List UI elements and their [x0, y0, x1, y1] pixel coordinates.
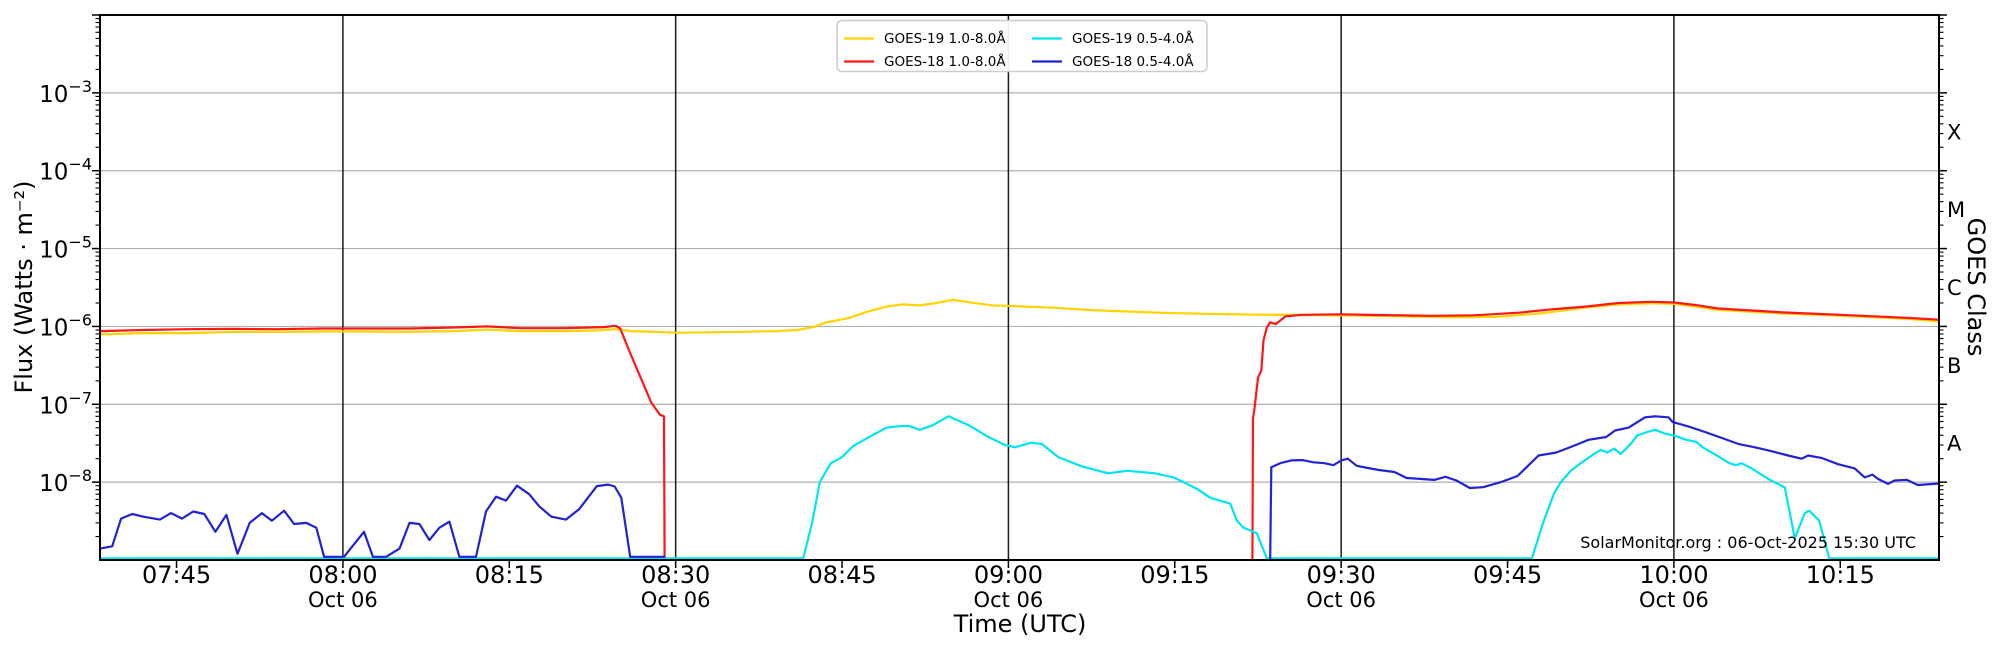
decade-gridlines: [100, 92, 1939, 483]
plot-frame: [99, 14, 1940, 561]
series-line-goes-19-0-5-4-0-: [98, 415, 1941, 560]
goes-class-label-b: B: [1947, 354, 1961, 378]
x-tick-label: 08:30: [641, 561, 710, 589]
x-tick-label: 09:00: [974, 561, 1043, 589]
legend-label: GOES-19 0.5-4.0Å: [1072, 30, 1194, 47]
x-tick-label: 08:15: [475, 561, 544, 589]
x-tick-date-label: Oct 06: [1639, 588, 1709, 612]
x-tick-label: 10:00: [1639, 561, 1708, 589]
x-tick-date-label: Oct 06: [974, 588, 1044, 612]
right-axis-title: GOES Class: [1962, 218, 1990, 357]
x-tick-label: 07:45: [142, 561, 211, 589]
series-line-goes-18-0-5-4-0-: [98, 483, 666, 558]
legend-label: GOES-18 1.0-8.0Å: [884, 53, 1006, 70]
legend: GOES-19 1.0-8.0Å GOES-18 1.0-8.0Å GOES-19 …: [836, 19, 1208, 73]
y-tick-label: 10−7: [39, 388, 92, 419]
x-tick-label: 08:45: [807, 561, 876, 589]
series-line-goes-18-0-5-4-0-: [1269, 415, 1941, 560]
y-tick-label: 10−8: [39, 466, 92, 497]
x-tick-label: 09:30: [1307, 561, 1376, 589]
goes-class-label-m: M: [1947, 198, 1965, 222]
x-tick-label: 10:15: [1806, 561, 1875, 589]
goes-class-label-x: X: [1947, 120, 1961, 144]
series-line-goes-18-1-0-8-0-: [1251, 300, 1941, 560]
y-tick-label: 10−3: [39, 77, 92, 108]
goes-class-label-a: A: [1947, 432, 1962, 456]
series-line-goes-19-1-0-8-0-: [98, 298, 1941, 336]
x-tick-date-label: Oct 06: [641, 588, 711, 612]
goes-class-letters: X M C B A: [1947, 120, 1965, 455]
y-tick-label: 10−4: [39, 155, 92, 186]
axis-ticks: [92, 14, 1947, 568]
halfhour-vertical-lines: [342, 15, 1675, 560]
x-tick-date-label: Oct 06: [308, 588, 378, 612]
goes-class-label-c: C: [1947, 276, 1962, 300]
flux-series-lines: [98, 298, 1941, 560]
x-tick-label: 08:00: [308, 561, 377, 589]
legend-label: GOES-19 1.0-8.0Å: [884, 30, 1006, 47]
y-tick-label: 10−6: [39, 310, 92, 341]
x-tick-label: 09:15: [1140, 561, 1209, 589]
series-line-goes-18-1-0-8-0-: [98, 324, 666, 560]
y-axis-title: Flux (Watts · m⁻²): [10, 180, 38, 393]
x-tick-date-label: Oct 06: [1306, 588, 1376, 612]
attribution-text: SolarMonitor.org : 06-Oct-2025 15:30 UTC: [1580, 533, 1916, 552]
y-tick-labels: 10−3 10−4 10−5 10−6 10−7 10−8: [39, 77, 92, 497]
legend-label: GOES-18 0.5-4.0Å: [1072, 53, 1194, 70]
legend-box: [836, 19, 1208, 73]
plot-border: [99, 14, 1940, 561]
y-tick-label: 10−5: [39, 233, 92, 264]
x-tick-label: 09:45: [1473, 561, 1542, 589]
x-axis-title: Time (UTC): [953, 610, 1087, 638]
